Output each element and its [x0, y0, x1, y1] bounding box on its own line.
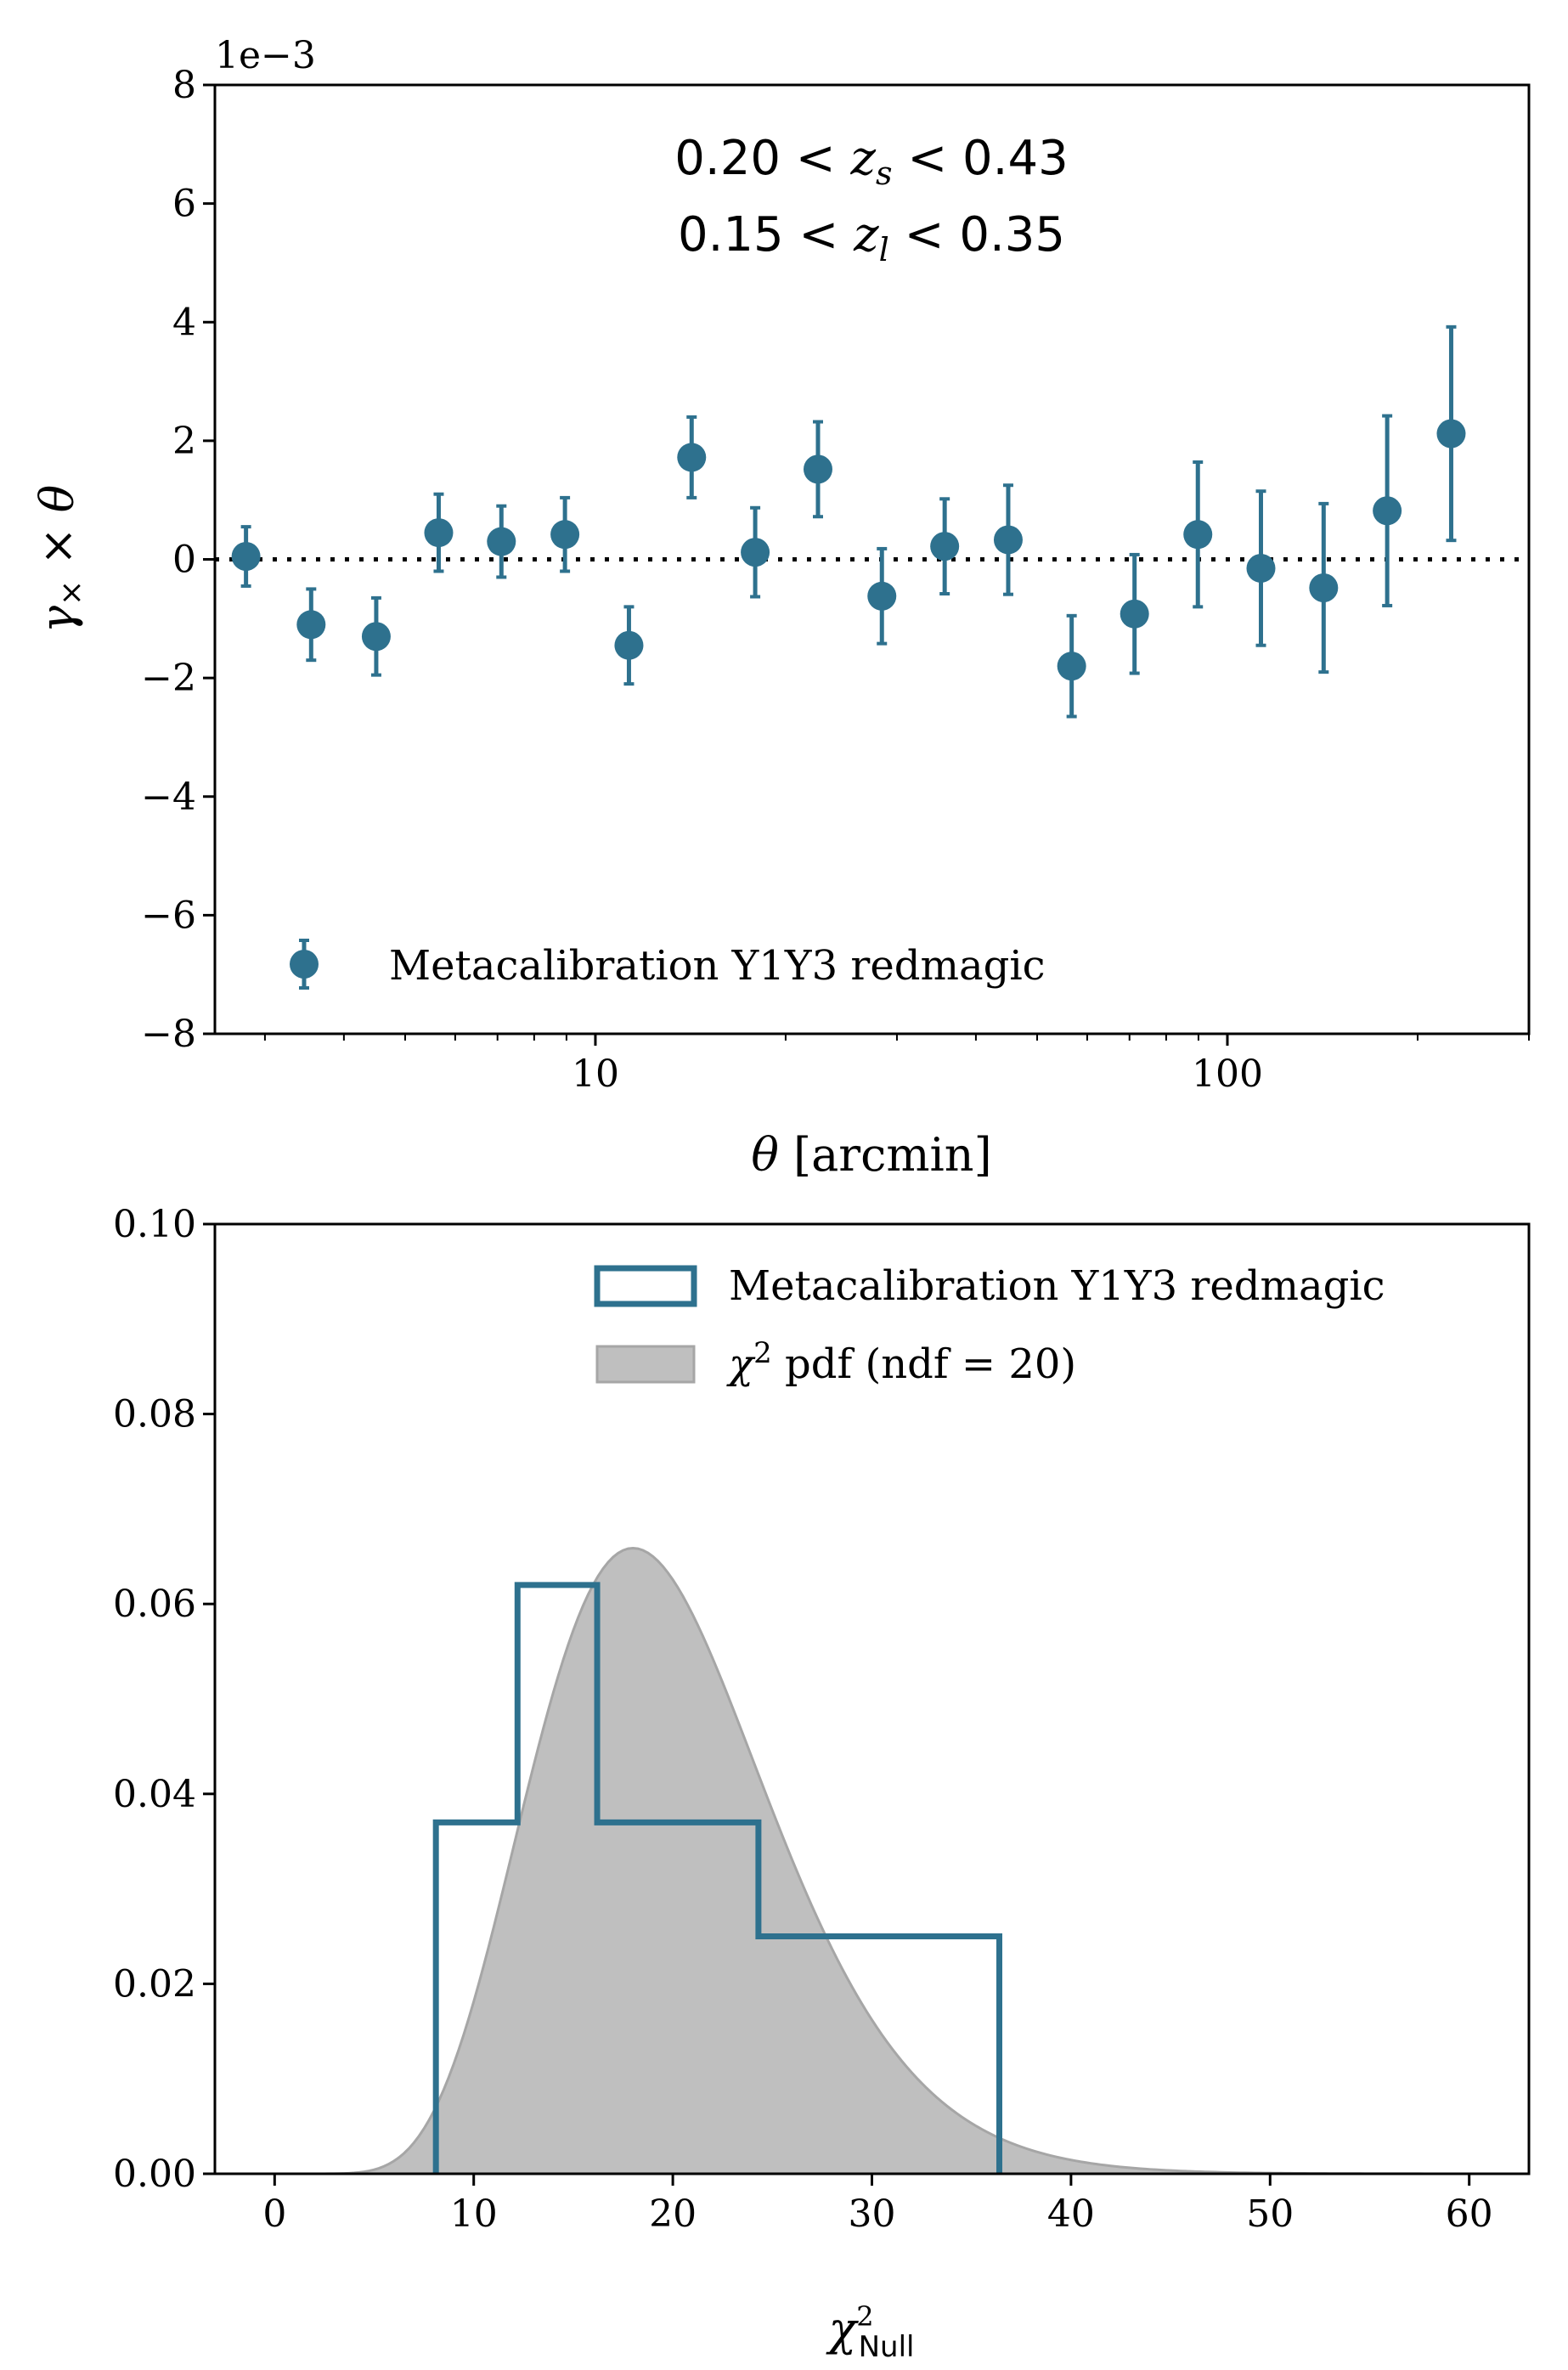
bottom-x-tick-label: 30	[849, 2192, 896, 2236]
point-marker	[614, 630, 644, 660]
legend-pdf-label: χ2 pdf (ndf = 20)	[726, 1336, 1076, 1388]
point-marker	[1436, 419, 1466, 449]
legend-pdf-swatch	[595, 1345, 696, 1384]
top-y-tick-label: 2	[172, 420, 196, 463]
bottom-x-axis-label: χ2 Null	[826, 2300, 915, 2364]
bottom-y-ticks: 0.00 0.02 0.04 0.06 0.08 0.10	[113, 1203, 215, 2196]
data-point	[1436, 324, 1466, 543]
data-point	[1183, 460, 1213, 609]
y-multiplier: 1e−3	[215, 34, 316, 77]
bottom-x-ticks: 0 10 20 30 40 50 60	[262, 2174, 1493, 2236]
point-marker	[1246, 553, 1276, 583]
point-marker	[867, 581, 897, 611]
point-marker	[1057, 652, 1086, 681]
top-x-tick-label: 10	[572, 1052, 619, 1096]
top-y-tick-label: −2	[141, 657, 196, 700]
chi2-pdf-area	[274, 1546, 1471, 2175]
histogram-step	[432, 1582, 1003, 2174]
bottom-plot-frame	[213, 1222, 1531, 2175]
point-marker	[803, 454, 832, 484]
data-point	[1246, 489, 1276, 647]
point-marker	[741, 538, 770, 567]
bottom-y-tick-label: 0.08	[113, 1393, 196, 1436]
annotation-lens-redshift: 0.15 < zl < 0.35	[678, 207, 1065, 268]
data-point	[1373, 414, 1402, 607]
top-y-tick-label: 8	[172, 64, 196, 107]
data-point	[1057, 613, 1086, 719]
data-point	[803, 420, 832, 519]
data-point	[487, 504, 516, 579]
bottom-y-tick-label: 0.04	[113, 1773, 196, 1816]
bottom-y-tick-label: 0.06	[113, 1583, 196, 1626]
bottom-y-tick-label: 0.00	[113, 2153, 196, 2196]
point-marker	[231, 542, 261, 572]
bottom-legend: Metacalibration Y1Y3 redmagic χ2 pdf (nd…	[594, 1262, 1385, 1388]
data-point	[231, 525, 261, 588]
bottom-x-tick-label: 40	[1047, 2192, 1095, 2236]
top-y-tick-label: 6	[172, 183, 196, 226]
top-plot-frame	[213, 83, 1531, 1035]
bottom-x-tick-label: 60	[1446, 2192, 1493, 2236]
point-marker	[930, 532, 960, 561]
point-marker	[550, 520, 580, 550]
data-point	[296, 587, 326, 663]
bottom-x-tick-label: 0	[262, 2192, 286, 2236]
top-legend-marker	[290, 939, 319, 990]
top-x-tick-label: 100	[1192, 1052, 1263, 1096]
top-data-points	[231, 324, 1466, 719]
data-point	[1309, 501, 1339, 674]
top-y-tick-label: −6	[141, 894, 196, 937]
bottom-x-tick-label: 10	[450, 2192, 498, 2236]
data-point	[677, 415, 707, 499]
top-panel: −8 −6 −4 −2 0 2 4 6 8 10 100 1e−3 0.20 < zs < 0.4…	[31, 34, 1531, 1182]
data-point	[424, 492, 454, 573]
data-point	[867, 546, 897, 646]
point-marker	[1183, 520, 1213, 550]
point-marker	[993, 525, 1023, 555]
point-marker	[424, 518, 454, 548]
data-point	[1120, 552, 1149, 675]
bottom-y-tick-label: 0.02	[113, 1962, 196, 2006]
point-marker	[361, 622, 391, 652]
data-point	[993, 483, 1023, 596]
data-point	[550, 495, 580, 573]
data-point	[741, 505, 770, 599]
point-marker	[1373, 496, 1402, 526]
point-marker	[1120, 599, 1149, 629]
annotation-source-redshift: 0.20 < zs < 0.43	[674, 131, 1068, 192]
point-marker	[296, 610, 326, 640]
data-point	[930, 497, 960, 595]
bottom-panel: 0.00 0.02 0.04 0.06 0.08 0.10 0 10 20 30 40 50 60 M…	[113, 1203, 1531, 2364]
legend-hist-label: Metacalibration Y1Y3 redmagic	[729, 1262, 1385, 1310]
top-y-axis-label: γ× × θ	[31, 485, 89, 634]
top-x-ticks: 10 100	[263, 1034, 1530, 1096]
point-marker	[1309, 573, 1339, 603]
top-legend-label: Metacalibration Y1Y3 redmagic	[389, 942, 1046, 990]
top-y-tick-label: −8	[141, 1013, 196, 1056]
top-y-tick-label: 4	[172, 301, 196, 344]
top-y-ticks: −8 −6 −4 −2 0 2 4 6 8	[141, 64, 215, 1056]
bottom-x-tick-label: 20	[649, 2192, 697, 2236]
point-marker	[487, 527, 516, 556]
bottom-y-tick-label: 0.10	[113, 1203, 196, 1246]
point-marker	[677, 443, 707, 472]
top-legend: Metacalibration Y1Y3 redmagic	[290, 939, 1046, 990]
top-y-tick-label: 0	[172, 539, 196, 582]
top-x-axis-label: θ [arcmin]	[751, 1128, 991, 1182]
data-point	[361, 595, 391, 677]
legend-hist-swatch	[594, 1265, 697, 1307]
top-y-tick-label: −4	[141, 776, 196, 819]
bottom-x-tick-label: 50	[1246, 2192, 1294, 2236]
data-point	[614, 605, 644, 686]
